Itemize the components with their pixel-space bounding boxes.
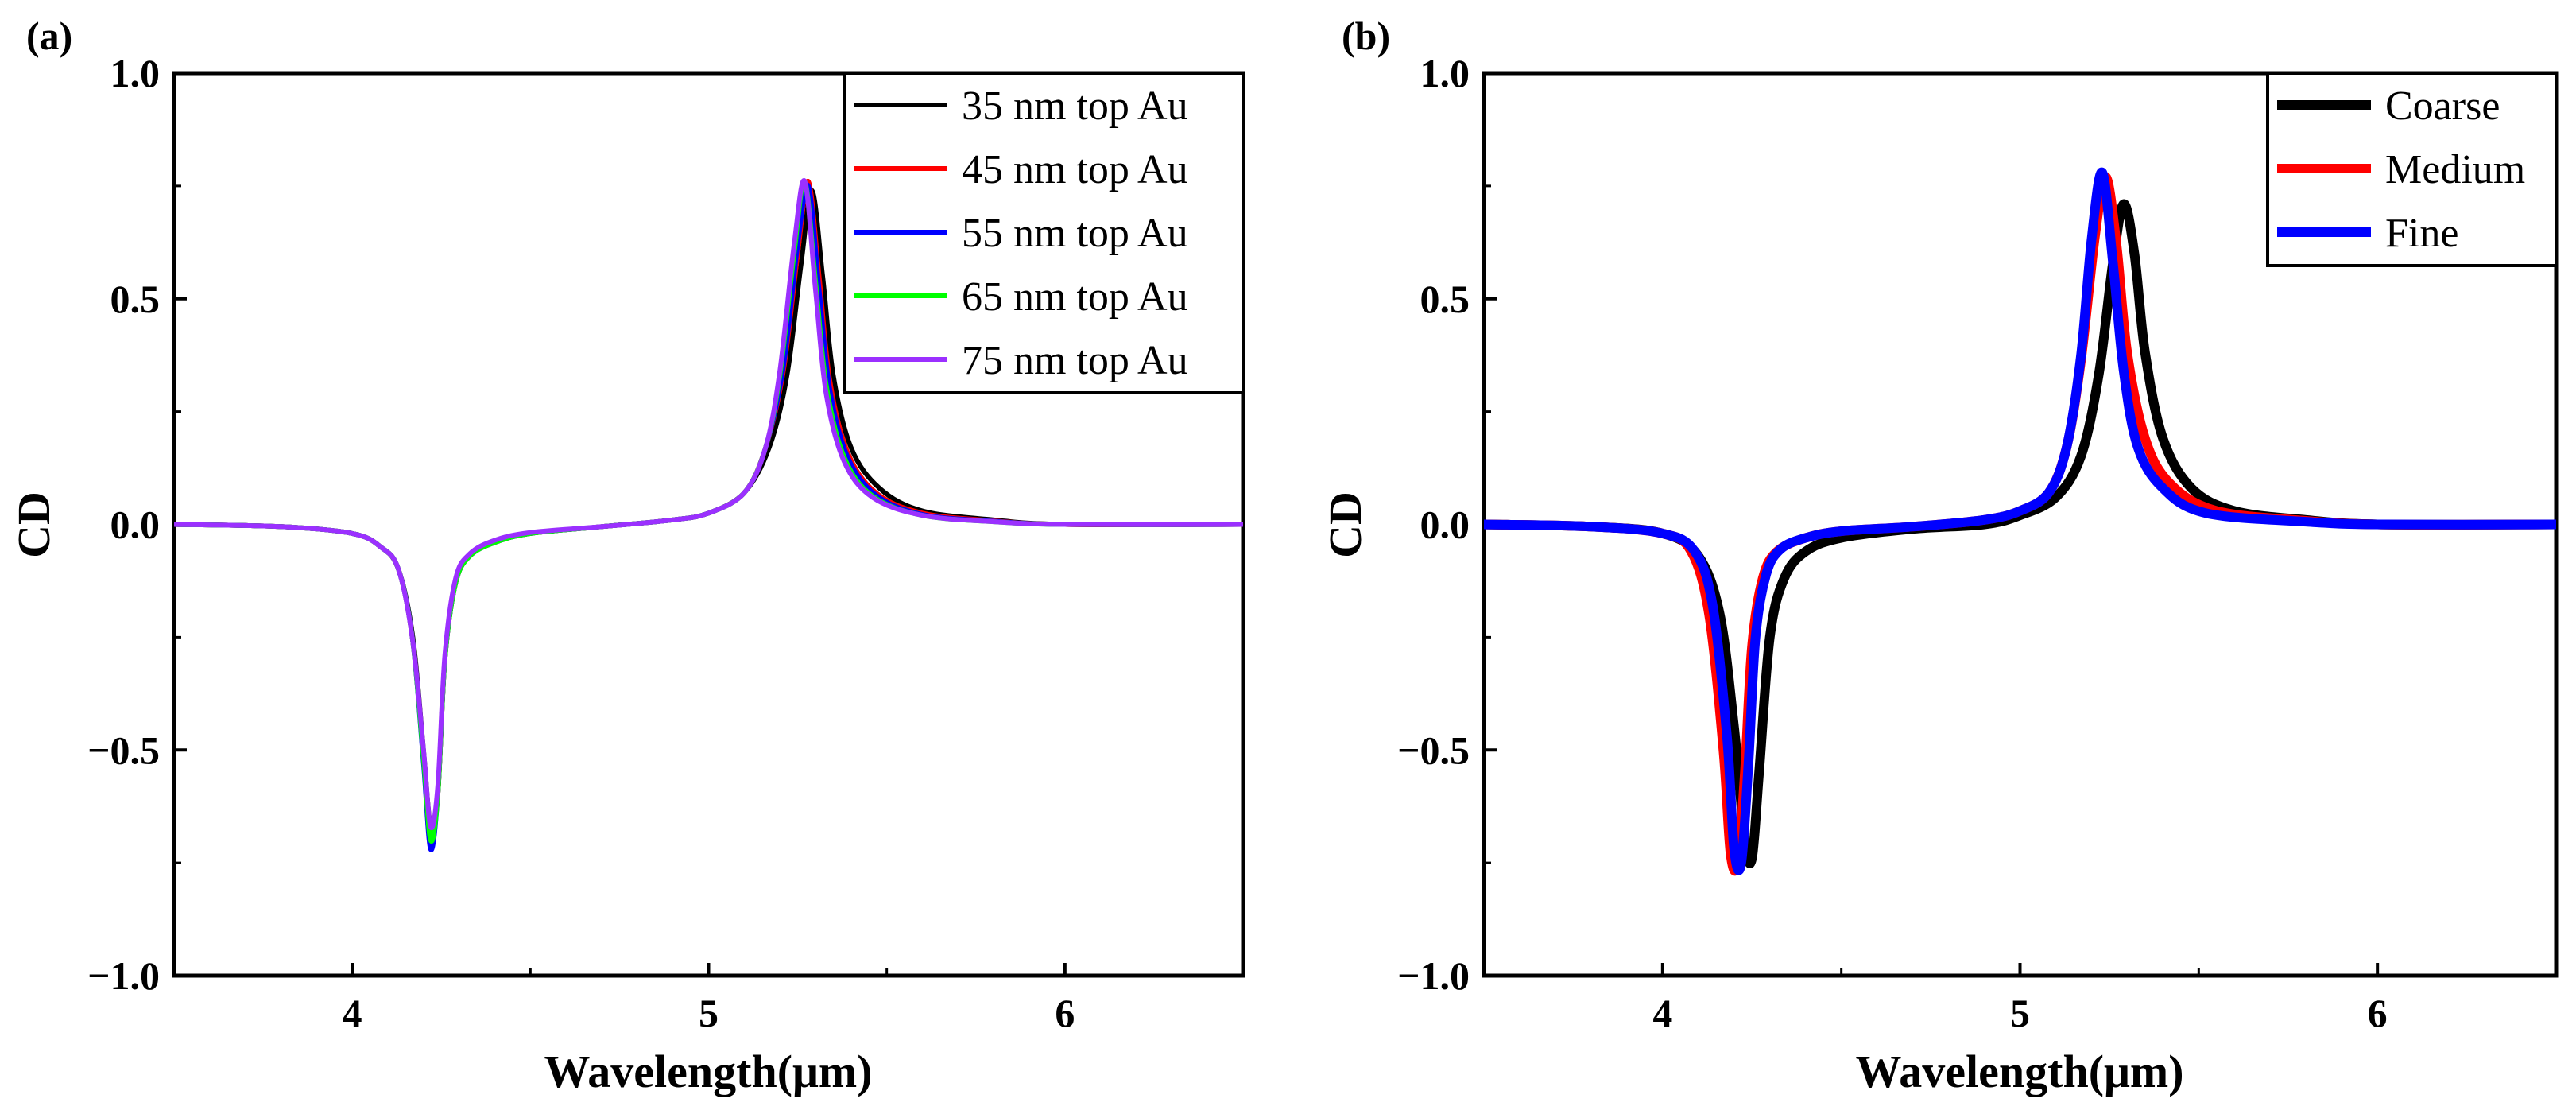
series-lines-b bbox=[1484, 167, 2556, 876]
x-tick-label: 4 bbox=[343, 991, 362, 1035]
x-axis-title-b: Wavelength(μm) bbox=[1855, 1046, 2183, 1097]
y-tick-label: 0.0 bbox=[110, 503, 161, 547]
x-tick-label: 5 bbox=[699, 991, 719, 1035]
legend-label: Fine bbox=[2385, 211, 2458, 256]
series-line-fine bbox=[1484, 167, 2556, 875]
y-tick-label: −1.0 bbox=[87, 953, 160, 998]
chart-panel-a: (a) Wavelength(μm) CD 4 5 6 −1.0 −0.5 0.0 0.5 1… bbox=[8, 14, 1245, 1097]
y-tick-label: −0.5 bbox=[1397, 728, 1470, 772]
x-axis-title-a: Wavelength(μm) bbox=[544, 1046, 872, 1097]
y-tick-label: −1.0 bbox=[1397, 953, 1470, 998]
x-tick-label: 5 bbox=[2010, 991, 2030, 1035]
legend-label: 45 nm top Au bbox=[962, 147, 1188, 192]
panel-label-a: (a) bbox=[26, 14, 72, 58]
legend-label: 65 nm top Au bbox=[962, 274, 1188, 320]
legend-a: 35 nm top Au 45 nm top Au 55 nm top Au 65 n… bbox=[843, 72, 1245, 394]
legend-label: Coarse bbox=[2385, 83, 2500, 129]
legend-label: 55 nm top Au bbox=[962, 211, 1188, 256]
y-axis-title-a: CD bbox=[8, 491, 60, 558]
axis-ticks-b: 4 5 6 −1.0 −0.5 0.0 0.5 1.0 bbox=[1397, 51, 2558, 1035]
x-tick-label: 6 bbox=[2368, 991, 2388, 1035]
legend-label: 35 nm top Au bbox=[962, 83, 1188, 129]
legend-label: Medium bbox=[2385, 147, 2525, 192]
y-tick-label: 0.5 bbox=[1420, 277, 1470, 321]
legend-label: 75 nm top Au bbox=[962, 338, 1188, 383]
y-axis-title-b: CD bbox=[1319, 491, 1371, 558]
panel-label-b: (b) bbox=[1342, 14, 1390, 58]
y-tick-label: 1.0 bbox=[1420, 51, 1470, 95]
axis-ticks-a: 4 5 6 −1.0 −0.5 0.0 0.5 1.0 bbox=[87, 51, 1245, 1035]
series-line-75-nm-top-au bbox=[174, 178, 1243, 831]
y-tick-label: 0.0 bbox=[1420, 503, 1470, 547]
x-tick-label: 6 bbox=[1055, 991, 1075, 1035]
series-lines-a bbox=[174, 178, 1243, 852]
y-tick-label: 0.5 bbox=[110, 277, 161, 321]
legend-b: Coarse Medium Fine bbox=[2266, 72, 2558, 267]
y-tick-label: −0.5 bbox=[87, 728, 160, 772]
y-tick-label: 1.0 bbox=[110, 51, 161, 95]
x-tick-label: 4 bbox=[1652, 991, 1672, 1035]
chart-panel-b: (b) Wavelength(μm) CD 4 5 6 −1.0 −0.5 0.0 0.5 1… bbox=[1319, 14, 2559, 1097]
